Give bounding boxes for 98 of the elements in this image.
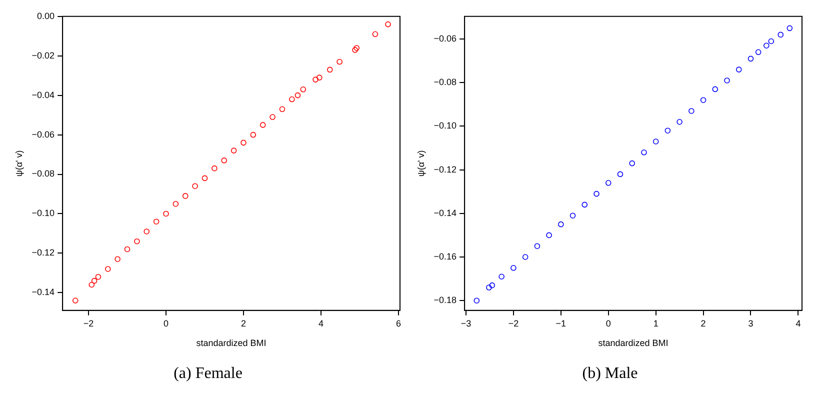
text: (a) Female [172, 365, 244, 383]
point [664, 128, 671, 134]
y-tick-label: −0.12 [434, 164, 457, 174]
point [778, 32, 784, 38]
x-tick-label: −2 [83, 318, 94, 328]
x-tick-label: −1 [556, 318, 566, 328]
x-tick-label: 2 [700, 318, 706, 328]
point [354, 45, 360, 51]
point [652, 138, 659, 144]
point [522, 254, 528, 260]
point [748, 56, 754, 62]
point [260, 122, 266, 128]
point [768, 38, 774, 44]
x-axis-title: standardized BMI [598, 338, 668, 348]
point [88, 282, 95, 288]
point [546, 232, 552, 238]
y-tick-label: −0.06 [434, 34, 457, 44]
y-tick-label: −0.18 [434, 295, 457, 306]
point [570, 212, 576, 218]
point [212, 165, 218, 172]
point [230, 148, 237, 154]
point [182, 193, 188, 199]
y-tick-label: −0.16 [434, 251, 457, 262]
y-tick-label: −0.14 [434, 208, 457, 218]
point [486, 284, 492, 290]
x-tick-label: −3 [460, 318, 472, 328]
y-tick-label: −0.10 [434, 120, 457, 131]
point [736, 66, 742, 72]
y-tick-label: −0.08 [32, 168, 55, 179]
point [617, 171, 624, 178]
point [786, 25, 793, 32]
point [172, 200, 179, 207]
x-tick-label: 3 [748, 318, 754, 328]
point [91, 278, 98, 284]
point [372, 31, 378, 38]
point [688, 108, 694, 114]
point [641, 149, 647, 156]
point [221, 158, 228, 164]
point [594, 190, 600, 197]
x-tick-label: 2 [240, 318, 246, 328]
point [724, 78, 730, 84]
x-tick-label: 4 [318, 318, 324, 328]
point [629, 160, 635, 166]
point [105, 266, 111, 272]
point [202, 175, 208, 182]
point [144, 228, 150, 234]
x-tick-label: 0 [164, 318, 169, 328]
point [755, 49, 762, 56]
point [163, 210, 169, 217]
point [270, 114, 276, 120]
point [250, 132, 256, 138]
point [279, 106, 286, 112]
point [352, 47, 358, 53]
point [498, 274, 504, 280]
text: (b) Male [581, 365, 639, 383]
y-tick-label: −0.12 [32, 248, 55, 258]
point [294, 92, 301, 98]
x-tick-label: 0 [606, 318, 611, 328]
x-tick-label: −2 [508, 318, 519, 328]
point [300, 86, 306, 92]
x-tick-label: 1 [653, 318, 658, 328]
point [312, 76, 318, 82]
y-tick-label: −0.04 [32, 90, 55, 100]
point [489, 282, 495, 288]
point [582, 202, 588, 208]
point [474, 298, 480, 304]
point [700, 97, 706, 103]
y-tick-label: 0.00 [37, 10, 55, 21]
point [326, 66, 333, 73]
point [712, 86, 718, 92]
y-axis-title: ψ(α' v) [14, 150, 24, 177]
point [558, 221, 564, 228]
y-tick-label: −0.02 [32, 50, 55, 60]
y-tick-label: −0.10 [32, 208, 55, 218]
point [534, 243, 540, 250]
x-axis-title: standardized BMI [196, 338, 266, 348]
y-tick-label: −0.14 [32, 287, 55, 298]
x-tick-label: 6 [396, 318, 401, 328]
point [72, 298, 78, 304]
point [316, 74, 322, 80]
point [289, 96, 295, 102]
point [605, 180, 612, 186]
point [240, 140, 246, 146]
point [95, 274, 102, 280]
point [192, 183, 198, 189]
y-tick-label: −0.08 [434, 77, 457, 88]
point [676, 118, 682, 125]
x-tick-label: 4 [796, 318, 801, 328]
y-tick-label: −0.06 [32, 129, 55, 140]
point [336, 58, 342, 65]
point [114, 256, 120, 262]
point [385, 21, 391, 28]
point [124, 246, 130, 252]
point [134, 238, 140, 244]
point [764, 42, 770, 49]
point [510, 265, 516, 271]
point [153, 218, 160, 225]
y-axis-title: ψ(α' v) [416, 150, 426, 177]
